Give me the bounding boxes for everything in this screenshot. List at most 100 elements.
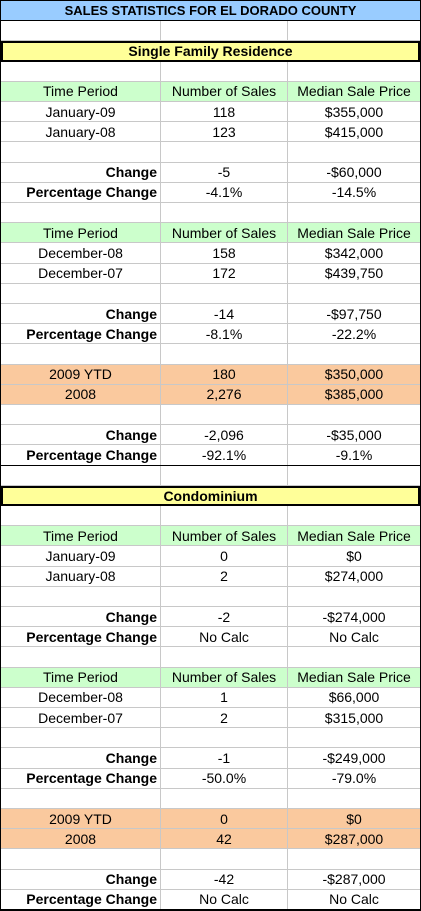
blank-row-cell <box>288 344 420 365</box>
blank-row <box>1 142 420 163</box>
header-row: Time Period Number of Sales Median Sale Pr… <box>1 526 420 547</box>
blank-row-cell <box>161 61 288 82</box>
blank-row-cell <box>1 506 161 527</box>
section-border <box>1 909 420 910</box>
blank-row-cell <box>1 344 161 365</box>
blank-row-cell <box>161 788 288 809</box>
percentage-change-row-cell: No Calc <box>288 627 420 648</box>
data-row-cell: January-09 <box>1 546 161 567</box>
percentage-change-row: Percentage Change -92.1% -9.1% <box>1 445 420 466</box>
blank-row-cell <box>161 465 288 486</box>
header-row-cell: Number of Sales <box>161 667 288 688</box>
data-row: January-09 118 $355,000 <box>1 102 420 123</box>
blank-row-cell <box>288 506 420 527</box>
data-row-cell: 123 <box>161 122 288 143</box>
blank-row <box>1 405 420 426</box>
percentage-change-row: Percentage Change -4.1% -14.5% <box>1 182 420 203</box>
change-row-cell: Change <box>1 869 161 890</box>
change-row-cell: -2 <box>161 607 288 628</box>
header-row-cell: Median Sale Price <box>288 526 420 547</box>
blank-row <box>1 283 420 304</box>
data-row-cell: $355,000 <box>288 102 420 123</box>
percentage-change-row-cell: No Calc <box>161 889 288 910</box>
blank-row-cell <box>161 203 288 224</box>
section-row: Condominium <box>1 485 420 506</box>
data-row-cell: $315,000 <box>288 708 420 729</box>
data-row: 2009 YTD 180 $350,000 <box>1 364 420 385</box>
blank-row-cell <box>288 405 420 426</box>
change-row: Change -14 -$97,750 <box>1 304 420 325</box>
data-row-cell: 2008 <box>1 829 161 850</box>
blank-row-cell <box>1 203 161 224</box>
percentage-change-row: Percentage Change No Calc No Calc <box>1 627 420 648</box>
change-row-cell: -$274,000 <box>288 607 420 628</box>
change-row-cell: -$35,000 <box>288 425 420 446</box>
blank-row-cell <box>1 849 161 870</box>
change-row-cell: -5 <box>161 162 288 183</box>
data-row-cell: 172 <box>161 263 288 284</box>
change-row-cell: Change <box>1 607 161 628</box>
change-row-cell: Change <box>1 748 161 769</box>
percentage-change-row-cell: No Calc <box>288 890 420 910</box>
header-row-cell: Median Sale Price <box>288 223 420 244</box>
blank-row <box>1 728 420 749</box>
data-row-cell: 0 <box>161 546 288 567</box>
blank-row <box>1 586 420 607</box>
change-row-cell: -$97,750 <box>288 304 420 325</box>
data-row-cell: $274,000 <box>288 567 420 587</box>
header-row-cell: Number of Sales <box>161 81 288 102</box>
blank-row-cell <box>1 283 161 304</box>
data-row-cell: 2009 YTD <box>1 364 161 385</box>
percentage-change-row-cell: -4.1% <box>161 182 288 203</box>
percentage-change-row-cell: -8.1% <box>161 324 288 345</box>
header-row: Time Period Number of Sales Median Sale Pr… <box>1 81 420 102</box>
title-row: SALES STATISTICS FOR EL DORADO COUNTY <box>1 1 420 22</box>
blank-row-cell <box>1 788 161 809</box>
blank-row <box>1 344 420 365</box>
blank-row-cell <box>288 284 420 304</box>
blank-row <box>1 21 420 42</box>
change-row: Change -42 -$287,000 <box>1 869 420 890</box>
percentage-change-row-cell: Percentage Change <box>1 182 161 203</box>
data-row: 2009 YTD 0 $0 <box>1 809 420 830</box>
change-row-cell: -42 <box>161 869 288 890</box>
data-row-cell: December-08 <box>1 243 161 264</box>
percentage-change-row-cell: -9.1% <box>288 445 420 466</box>
change-row-cell: -$287,000 <box>288 870 420 890</box>
data-row-cell: 2 <box>161 566 288 587</box>
percentage-change-row-cell: -22.2% <box>288 324 420 345</box>
blank-row-cell <box>161 344 288 365</box>
blank-row <box>1 647 420 668</box>
data-row: 2008 2,276 $385,000 <box>1 384 420 405</box>
percentage-change-row-cell: Percentage Change <box>1 768 161 789</box>
data-row-cell: January-09 <box>1 102 161 123</box>
percentage-change-row-cell: Percentage Change <box>1 445 161 466</box>
percentage-change-row-cell: Percentage Change <box>1 324 161 345</box>
data-row-cell: January-08 <box>1 122 161 143</box>
data-row-cell: 42 <box>161 829 288 850</box>
data-row-cell: $415,000 <box>288 122 420 143</box>
data-row-cell: 2008 <box>1 384 161 405</box>
data-row: December-07 172 $439,750 <box>1 263 420 284</box>
percentage-change-row-cell: Percentage Change <box>1 889 161 910</box>
change-row-cell: -1 <box>161 748 288 769</box>
data-row-cell: 2009 YTD <box>1 809 161 830</box>
blank-row-cell <box>288 789 420 809</box>
change-row-cell: Change <box>1 304 161 325</box>
blank-row-cell <box>288 466 420 486</box>
percentage-change-row-cell: -14.5% <box>288 183 420 203</box>
percentage-change-row-cell: No Calc <box>161 627 288 648</box>
blank-row-cell <box>1 21 161 42</box>
data-row-cell: December-07 <box>1 263 161 284</box>
data-row-cell: 1 <box>161 687 288 708</box>
data-row-cell: $287,000 <box>288 829 420 850</box>
header-row-cell: Number of Sales <box>161 526 288 547</box>
blank-row-cell <box>161 405 288 426</box>
header-row-cell: Time Period <box>1 81 161 102</box>
data-row-cell: $342,000 <box>288 243 420 264</box>
data-row-cell: 180 <box>161 364 288 385</box>
blank-row <box>1 61 420 82</box>
data-row-cell: $0 <box>288 546 420 567</box>
blank-row-cell <box>161 728 288 749</box>
